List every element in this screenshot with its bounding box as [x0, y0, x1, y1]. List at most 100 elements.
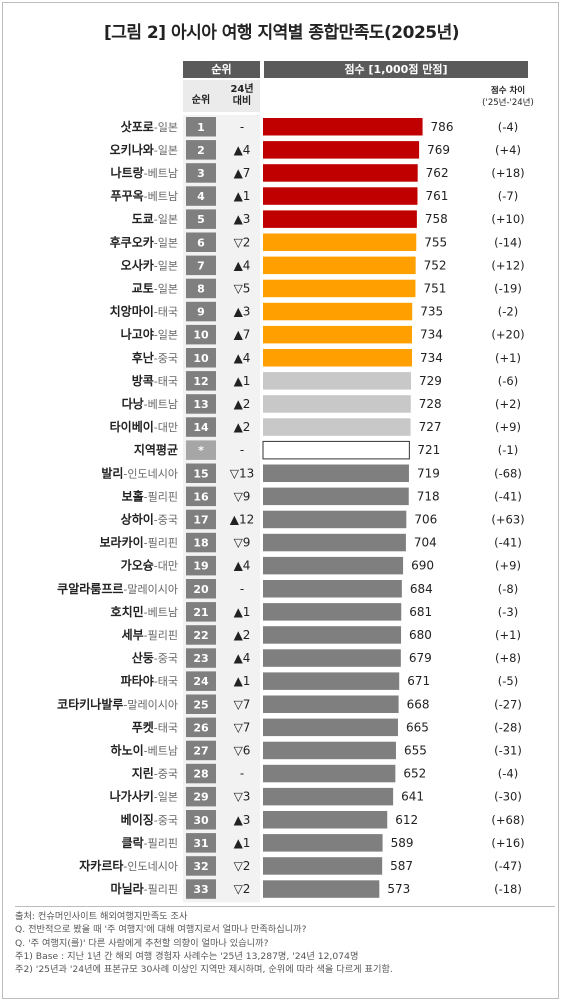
- row-label: 보홀-필리핀: [122, 488, 178, 503]
- score-diff: (-31): [494, 743, 522, 757]
- row-label: 삿포로-일본: [121, 119, 178, 134]
- country-name: -인도네시아: [123, 467, 178, 480]
- score-value: 718: [417, 489, 440, 503]
- country-name: -필리핀: [144, 837, 178, 850]
- rank-change: ▽3: [234, 790, 251, 804]
- rank-box: [186, 579, 216, 599]
- city-name: 상하이: [121, 511, 154, 526]
- rank-box: [186, 602, 216, 622]
- chart-title: [그림 2] 아시아 여행 지역별 종합만족도(2025년): [103, 23, 460, 43]
- score-value: 684: [410, 582, 433, 596]
- city-name: 방콕: [132, 373, 154, 388]
- score-value: 671: [407, 674, 430, 688]
- rank-change: ▽2: [234, 882, 251, 896]
- city-name: 파타야: [121, 673, 154, 688]
- vs24-header-line1: 24년: [230, 84, 254, 95]
- country-name: -일본: [154, 143, 178, 157]
- score-value: 589: [391, 836, 414, 850]
- row-label: 푸꾸옥-베트남: [111, 188, 178, 203]
- city-name: 보라카이: [99, 535, 143, 550]
- rank-group-header: 순위: [183, 61, 260, 78]
- score-diff: (+16): [491, 836, 524, 850]
- rank-change: ▽13: [230, 466, 255, 480]
- rank-value: 15: [193, 467, 208, 480]
- score-diff: (-4): [498, 767, 518, 781]
- rank-value: 2: [197, 144, 205, 157]
- diff-header-line2: ('25년-'24년): [482, 98, 534, 108]
- row-label: 치앙마이-태국: [110, 304, 178, 319]
- row-label: 호치민-베트남: [111, 604, 178, 619]
- rank-change: ▲1: [234, 674, 251, 688]
- score-diff: (-41): [494, 536, 522, 550]
- country-name: -중국: [154, 652, 178, 665]
- score-bar: [263, 533, 406, 552]
- rank-box: [186, 786, 216, 807]
- rank-value: 27: [193, 744, 208, 757]
- plot-area: [263, 115, 463, 903]
- rank-change: -: [240, 443, 244, 457]
- rank-box: [186, 232, 216, 252]
- rank-box: [186, 740, 216, 761]
- rank-box: [186, 625, 216, 645]
- score-diff: (-8): [498, 582, 518, 596]
- row-label: 마닐라-필리핀: [111, 881, 178, 896]
- score-diff: (-41): [494, 489, 522, 503]
- score-diff: (-19): [494, 281, 522, 295]
- city-name: 오사카: [121, 257, 154, 272]
- country-name: -일본: [154, 212, 178, 226]
- row-label: 상하이-중국: [121, 511, 178, 526]
- score-bar: [263, 164, 418, 182]
- rank-value: 24: [193, 675, 209, 688]
- rank-box: [186, 348, 216, 368]
- rank-box: [186, 486, 216, 507]
- score-bar: [263, 372, 411, 390]
- rank-value: 13: [193, 398, 208, 411]
- score-bar: [263, 118, 423, 136]
- score-value: 668: [407, 697, 430, 711]
- country-name: -필리핀: [144, 883, 178, 896]
- score-diff: (-1): [498, 443, 518, 457]
- rank-value: 12: [193, 375, 208, 388]
- rank-value: 10: [193, 329, 209, 342]
- rank-box: [186, 717, 216, 738]
- score-bar: [263, 302, 413, 321]
- score-diff: (+9): [495, 420, 521, 434]
- rank-value: 19: [193, 560, 208, 573]
- score-bar: [263, 556, 404, 575]
- rank-value: 7: [197, 259, 205, 272]
- country-name: -일본: [154, 235, 178, 249]
- rank-box: [186, 671, 216, 691]
- note-question-1: Q. 전반적으로 봤을 때 '주 여행지'에 대해 여행지로서 얼마나 만족하십…: [15, 924, 307, 936]
- note-source: 출처: 컨슈머인사이트 해외여행지만족도 조사: [15, 911, 188, 922]
- country-name: -중국: [154, 814, 178, 827]
- score-diff: (-30): [494, 790, 522, 804]
- rank-change: ▽7: [234, 720, 251, 734]
- country-name: -베트남: [144, 190, 178, 203]
- rank-change: ▲1: [234, 605, 251, 619]
- satisfaction-bar-chart: 삿포로-일본 1-786 (-4)오키나와-일본 2 ▲4 769 (+4)나트랑-베트남 3…: [57, 115, 525, 903]
- score-diff: (-14): [494, 235, 522, 249]
- rank-box: [186, 186, 216, 206]
- row-label: 코타키나발루-말레이시아: [57, 696, 178, 711]
- score-diff: (+2): [495, 397, 521, 411]
- city-name: 타이베이: [110, 419, 154, 434]
- score-value: 680: [409, 628, 432, 642]
- city-name: 후난: [132, 350, 154, 365]
- note-base: 주1) Base : 지난 1년 간 해외 여행 경험자 사례수는 '25년 1…: [15, 950, 359, 962]
- rank-box: [186, 856, 216, 876]
- country-name: -인도네시아: [123, 860, 178, 873]
- score-diff: (-68): [494, 466, 522, 480]
- score-value: 679: [409, 651, 432, 665]
- rank-box: [186, 509, 216, 530]
- city-name: 교토: [132, 281, 154, 295]
- rank-value: 9: [197, 306, 205, 319]
- score-value: 735: [420, 305, 443, 319]
- score-diff: (-28): [494, 720, 522, 734]
- city-name: 후쿠오카: [110, 234, 154, 249]
- score-diff: (+18): [491, 166, 524, 180]
- rank-box: [186, 879, 216, 899]
- score-value: 704: [414, 536, 437, 550]
- row-label: 보라카이-필리핀: [99, 535, 178, 550]
- city-name: 가오슝: [121, 558, 154, 573]
- country-name: -중국: [154, 768, 178, 781]
